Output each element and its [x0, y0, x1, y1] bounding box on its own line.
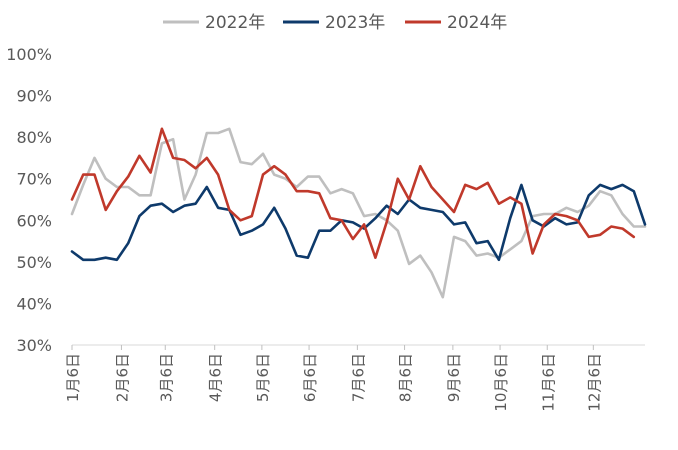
x-tick-label: 7月6日 — [349, 353, 367, 402]
x-tick-label: 12月6日 — [585, 353, 603, 412]
legend-label: 2024年 — [447, 13, 507, 33]
y-tick-label: 40% — [16, 294, 52, 313]
y-tick-label: 70% — [16, 170, 52, 189]
x-tick-label: 5月6日 — [254, 353, 272, 402]
legend: 2022年 2023年 2024年 — [163, 13, 507, 33]
legend-label: 2023年 — [325, 13, 385, 33]
x-tick-label: 3月6日 — [157, 353, 175, 402]
plot-area — [70, 127, 647, 299]
x-tick-label: 11月6日 — [539, 353, 557, 412]
x-tick-label: 9月6日 — [445, 353, 463, 402]
legend-label: 2022年 — [205, 13, 265, 33]
series-line-2024年 — [70, 127, 636, 260]
x-tick-label: 2月6日 — [113, 353, 131, 402]
y-tick-label: 50% — [16, 253, 52, 272]
series-line-2023年 — [70, 183, 647, 262]
y-axis: 30% 40% 50% 60% 70% 80% 90% 100% — [6, 45, 52, 355]
y-tick-label: 80% — [16, 128, 52, 147]
x-tick-label: 8月6日 — [397, 353, 415, 402]
y-tick-label: 30% — [16, 336, 52, 355]
y-tick-label: 90% — [16, 87, 52, 106]
x-axis: 1月6日 2月6日 3月6日 4月6日 5月6日 6月6日 7月6日 8月6日 9月6日 10月6… — [64, 344, 645, 412]
x-tick-label: 6月6日 — [301, 353, 319, 402]
x-tick-label: 10月6日 — [492, 353, 510, 412]
x-tick-label: 4月6日 — [207, 353, 225, 402]
y-tick-label: 60% — [16, 211, 52, 230]
series-line-2022年 — [70, 127, 647, 299]
x-tick-label: 1月6日 — [64, 353, 82, 402]
y-tick-label: 100% — [6, 45, 52, 64]
